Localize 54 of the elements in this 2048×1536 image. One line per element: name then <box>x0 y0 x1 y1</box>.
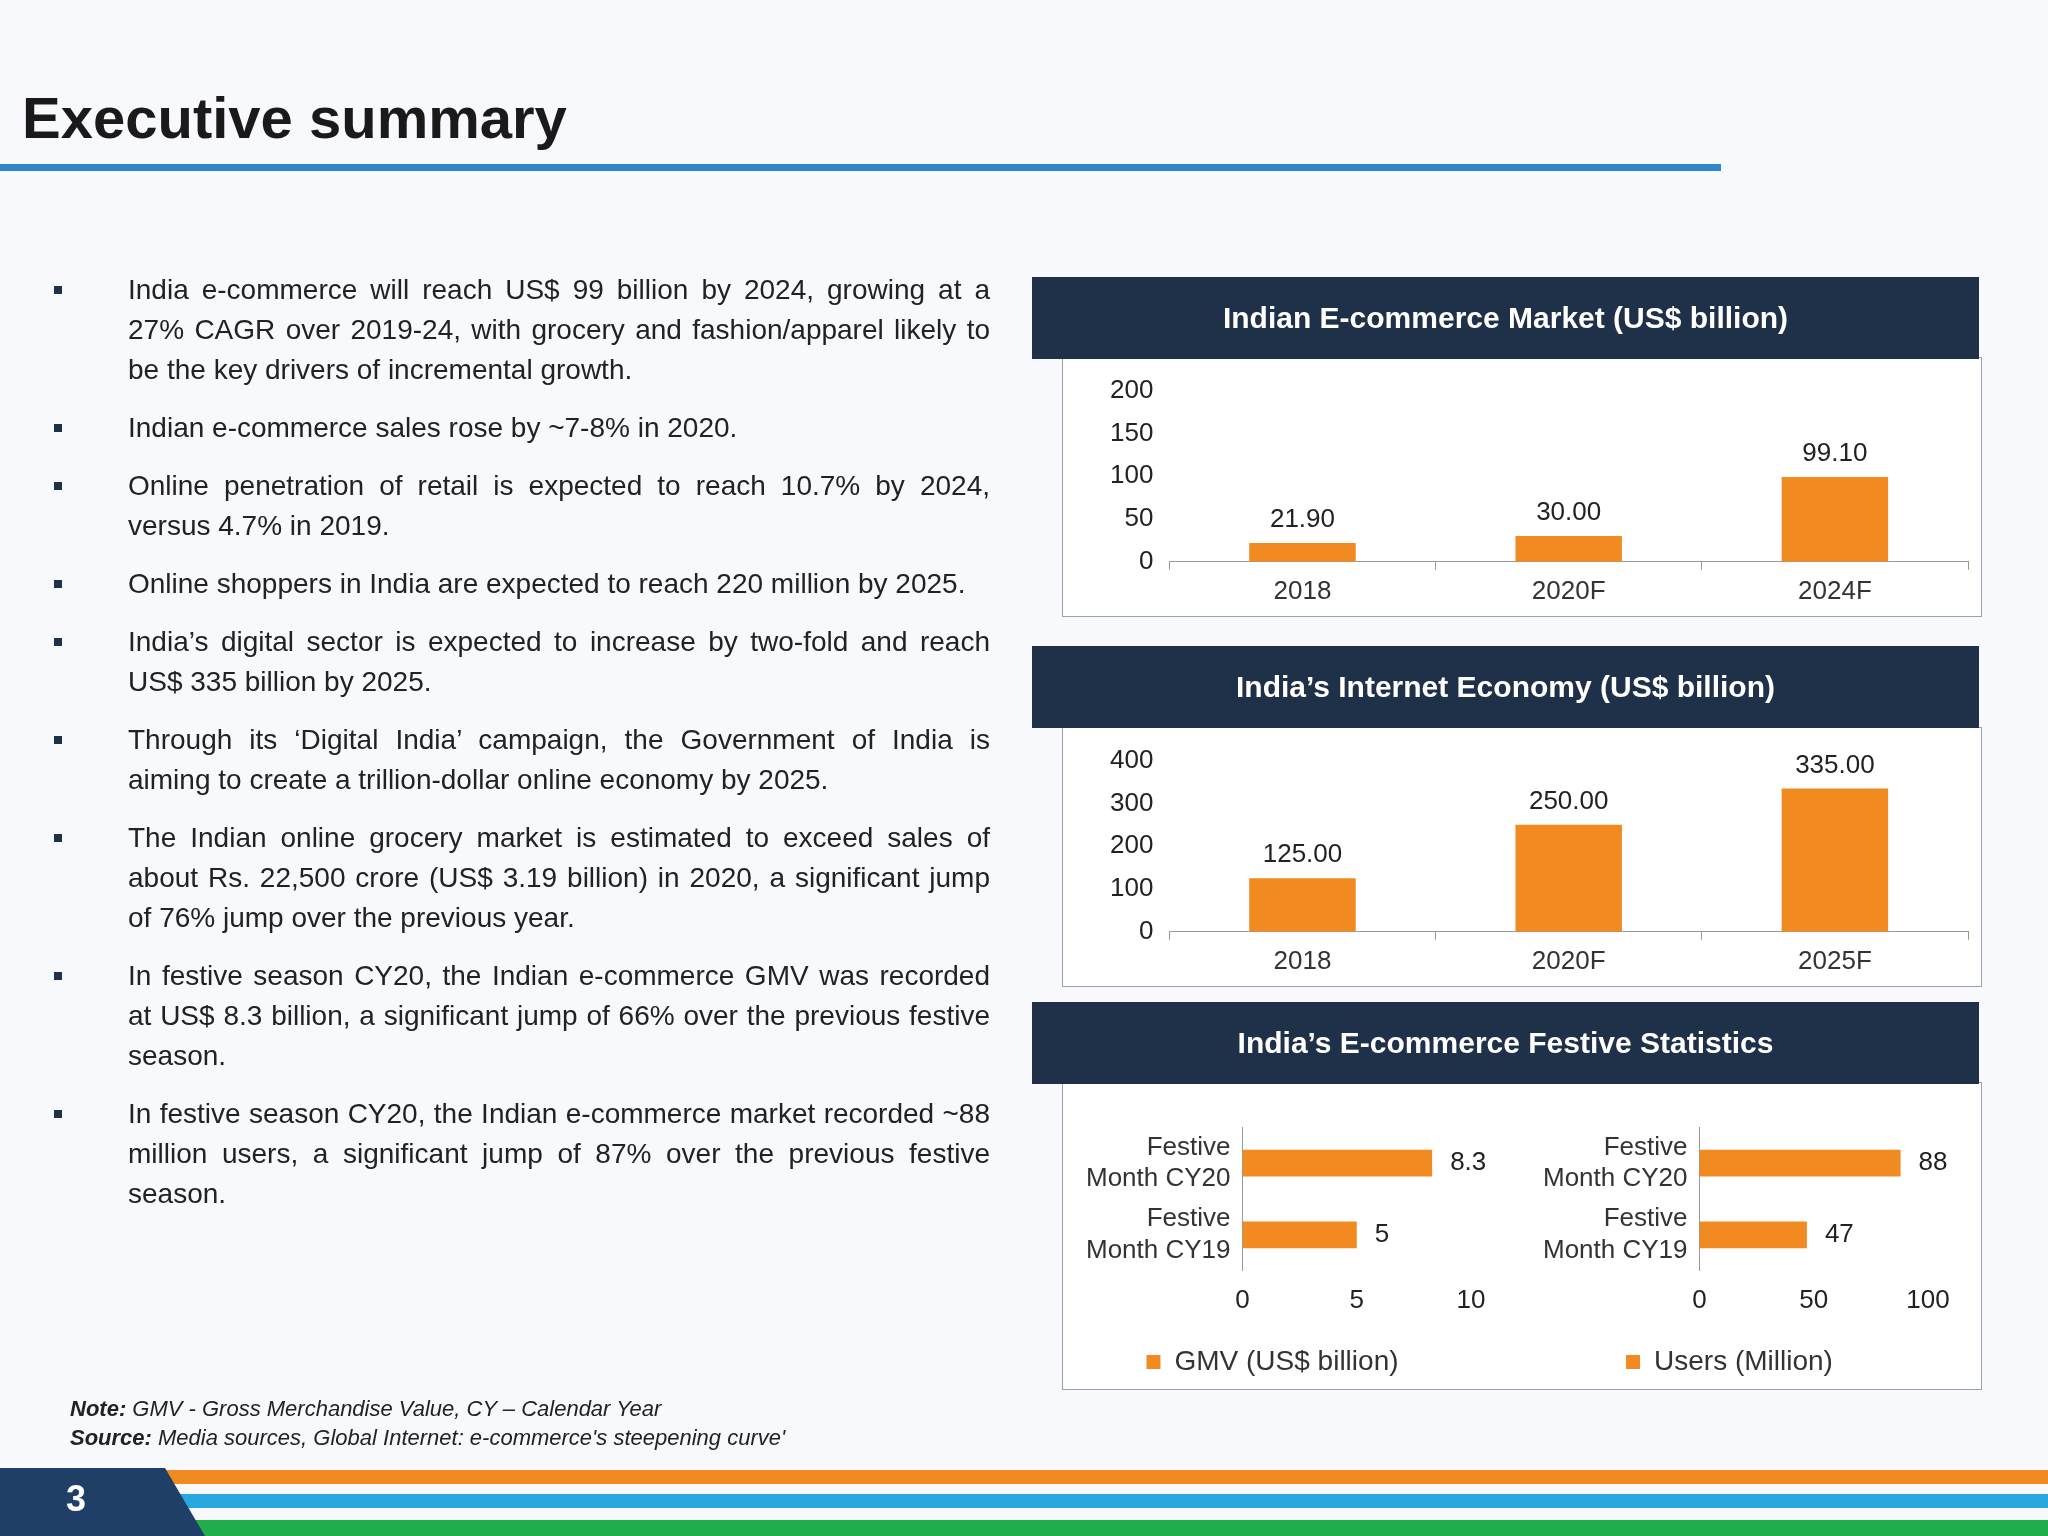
data-label: 21.90 <box>1269 503 1336 534</box>
y-tick-label: 50 <box>1124 502 1154 533</box>
y-tick-label: 150 <box>1109 416 1154 447</box>
chart-title: Indian E-commerce Market (US$ billion) <box>1032 277 1979 359</box>
text: India e-commerce will reach US$ 99 billion by 2024, growing at a 27% CAGR over 2019-24, with grocery and fashion/apparel likely to be the key drivers of incremental growth. <box>90 270 990 390</box>
data-label: 8.3 <box>1450 1146 1487 1177</box>
y-tick-label: 0 <box>1138 914 1154 945</box>
y-tick-label: 400 <box>1109 743 1154 774</box>
text: Note: GMV - Gross Merchandise Value, CY – Calendar Year <box>70 1396 662 1422</box>
x-tick-label: 2020F <box>1531 574 1606 605</box>
x-tick-label: 100 <box>1906 1283 1950 1314</box>
text: Indian e-commerce sales rose by ~7-8% in 2020. <box>90 408 990 448</box>
x-tick-label: 0 <box>1235 1283 1250 1314</box>
y-tick-label: Festive Month CY19 <box>1542 1202 1688 1264</box>
text: The Indian online grocery market is estimated to exceed sales of about Rs. 22,500 crore (US$ 3.19 billion) in 2020, a significant jump of 76% jump over the previous year. <box>90 818 990 938</box>
x-tick-label: 10 <box>1456 1283 1486 1314</box>
y-tick-label: Festive Month CY20 <box>1085 1130 1231 1192</box>
data-label: 99.10 <box>1802 437 1868 468</box>
y-tick-label: Festive Month CY20 <box>1542 1130 1688 1192</box>
y-tick-label: 300 <box>1109 786 1154 817</box>
source-note: Source: Media sources, Global Internet: e-commerce's steepening curve' <box>70 1425 786 1451</box>
chart-title: India’s Internet Economy (US$ billion) <box>1032 646 1979 728</box>
text: India’s digital sector is expected to increase by two-fold and reach US$ 335 billion by 2025. <box>90 622 990 702</box>
text: 3 <box>66 1478 87 1520</box>
text: Through its ‘Digital India’ campaign, the Government of India is aiming to create a trillion-dollar online economy by 2025. <box>90 720 990 800</box>
y-tick-label: 200 <box>1109 829 1154 860</box>
text: Executive summary <box>22 84 567 151</box>
legend-label: Users (Million) <box>1654 1344 1833 1376</box>
data-label: 125.00 <box>1262 838 1343 869</box>
data-label: 88 <box>1918 1146 1948 1177</box>
y-tick-label: 0 <box>1138 544 1154 575</box>
x-tick-label: 2025F <box>1798 944 1872 975</box>
data-label: 30.00 <box>1536 496 1602 527</box>
data-label: 5 <box>1374 1218 1390 1249</box>
text: Online penetration of retail is expected to reach 10.7% by 2024, versus 4.7% in 2019. <box>90 466 990 546</box>
text: In festive season CY20, the Indian e-commerce GMV was recorded at US$ 8.3 billion, a significant jump of 66% over the previous festive season. <box>90 956 990 1076</box>
x-tick-label: 0 <box>1692 1283 1707 1314</box>
data-label: 250.00 <box>1528 784 1609 815</box>
data-label: 47 <box>1824 1218 1854 1249</box>
legend-label: GMV (US$ billion) <box>1174 1344 1399 1376</box>
y-tick-label: 200 <box>1109 373 1154 404</box>
x-tick-label: 2024F <box>1798 574 1872 605</box>
text: Online shoppers in India are expected to reach 220 million by 2025. <box>90 564 990 604</box>
x-tick-label: 5 <box>1349 1283 1364 1314</box>
x-tick-label: 2020F <box>1531 944 1606 975</box>
y-tick-label: 100 <box>1109 459 1154 490</box>
x-tick-label: 2018 <box>1273 944 1332 975</box>
y-tick-label: 100 <box>1109 872 1154 903</box>
x-tick-label: 2018 <box>1273 574 1332 605</box>
text: In festive season CY20, the Indian e-commerce market recorded ~88 million users, a significant jump of 87% over the previous festive season. <box>90 1094 990 1214</box>
chart-title: India’s E-commerce Festive Statistics <box>1032 1002 1979 1084</box>
data-label: 335.00 <box>1795 748 1875 779</box>
x-tick-label: 50 <box>1799 1283 1829 1314</box>
y-tick-label: Festive Month CY19 <box>1085 1202 1231 1264</box>
